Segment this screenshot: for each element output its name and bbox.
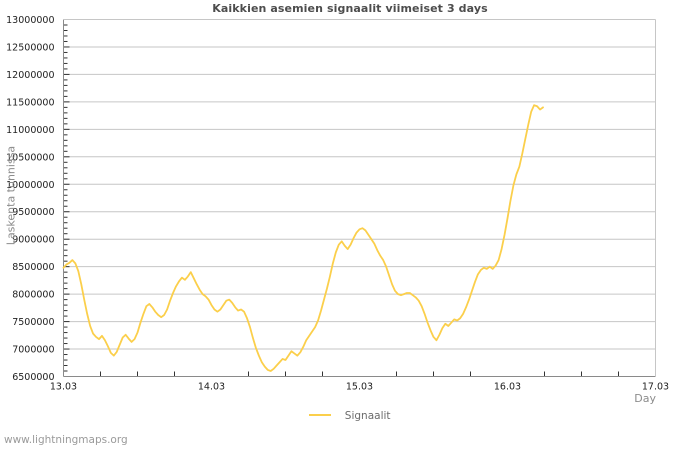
- x-tick-label: 14.03: [198, 382, 225, 393]
- y-tick-label: 8500000: [12, 262, 54, 273]
- y-tick-label: 8000000: [12, 290, 54, 301]
- y-tick-label: 11000000: [6, 125, 54, 136]
- x-axis-title: Day: [634, 392, 656, 405]
- chart-legend: Signaalit: [0, 410, 700, 422]
- y-tick-label: 10500000: [6, 152, 54, 163]
- x-tick-label: 16.03: [494, 382, 521, 393]
- axis-lines: [63, 19, 656, 377]
- y-tick-label: 6500000: [12, 372, 54, 383]
- data-series-group: [62, 104, 544, 372]
- y-tick-label: 12500000: [6, 42, 54, 53]
- x-tick-label: 17.03: [642, 382, 669, 393]
- y-axis-title: Laskenta tunnissa: [4, 145, 18, 246]
- x-tick-label: 13.03: [50, 382, 77, 393]
- x-axis-tick-labels: 13.03 14.03 15.03 16.03 17.03: [50, 382, 669, 393]
- y-tick-label: 9000000: [12, 235, 54, 246]
- legend-item-signaalit[interactable]: Signaalit: [309, 410, 391, 422]
- footer-source-url: www.lightningmaps.org: [4, 434, 128, 446]
- legend-label: Signaalit: [344, 410, 391, 422]
- y-tick-label: 13000000: [6, 15, 54, 26]
- y-axis-tick-labels: 6500000 7000000 7500000 8000000 8500000 90000…: [6, 15, 54, 383]
- y-axis-minor-ticks: [63, 19, 70, 377]
- y-tick-label: 10000000: [6, 180, 54, 191]
- y-tick-label: 7500000: [12, 317, 54, 328]
- gridline-group: [63, 19, 656, 350]
- y-tick-label: 12000000: [6, 70, 54, 81]
- x-tick-label: 15.03: [346, 382, 373, 393]
- legend-color-swatch: [309, 414, 332, 416]
- y-tick-label: 11500000: [6, 97, 54, 108]
- y-tick-label: 9500000: [12, 207, 54, 218]
- x-axis-minor-ticks: [100, 371, 619, 377]
- series-line-signaalit: [62, 104, 544, 372]
- y-tick-label: 7000000: [12, 345, 54, 356]
- chart-title: Kaikkien asemien signaalit viimeiset 3 d…: [212, 2, 488, 15]
